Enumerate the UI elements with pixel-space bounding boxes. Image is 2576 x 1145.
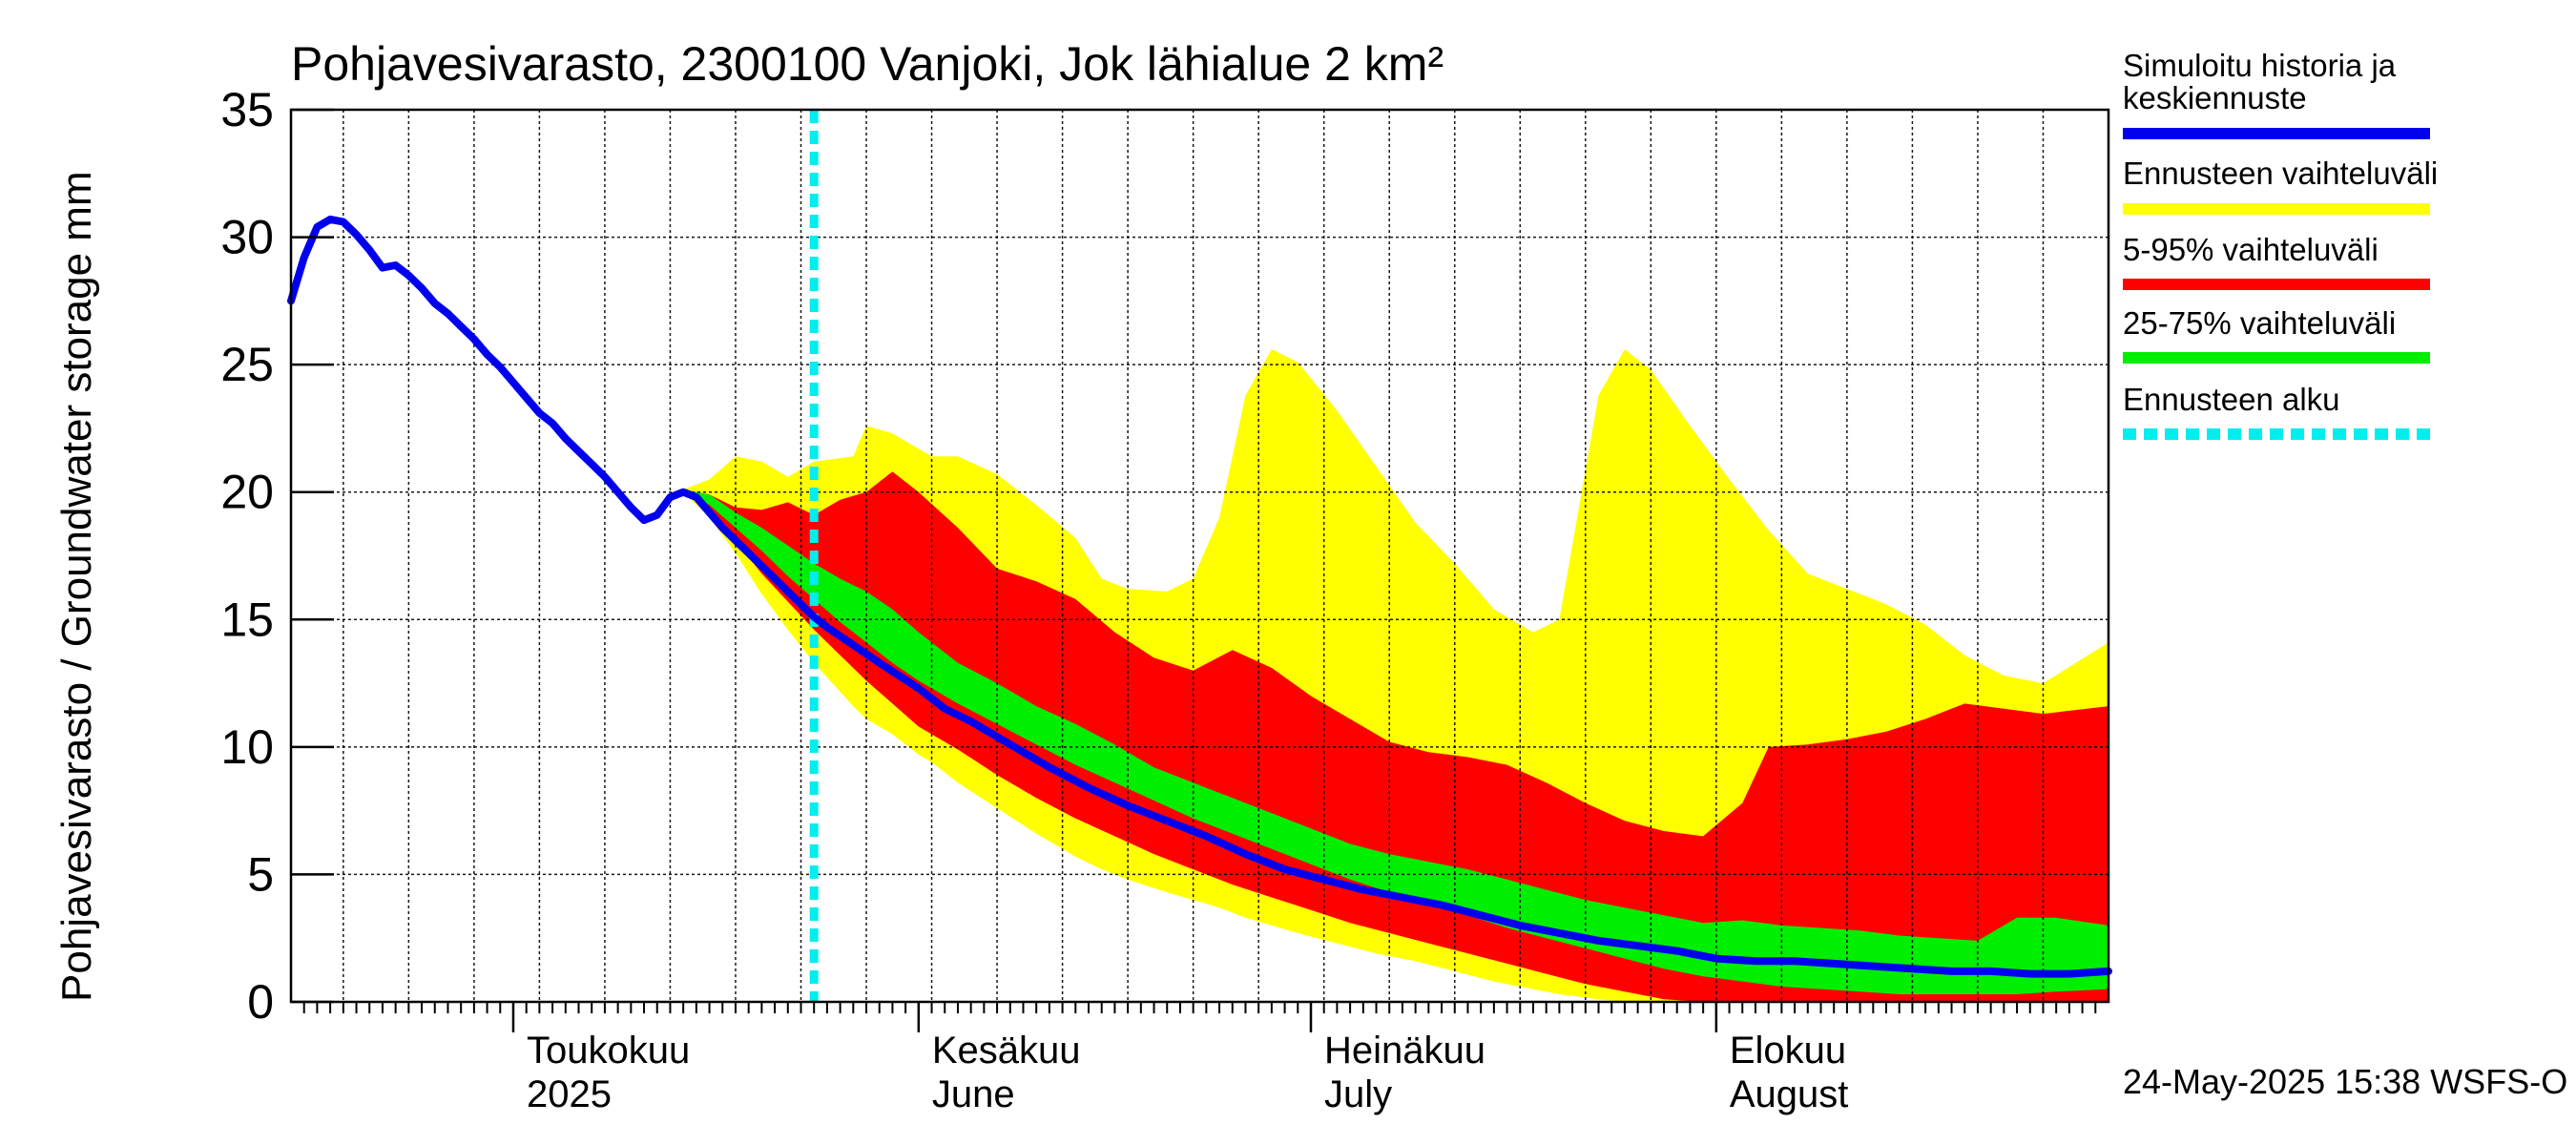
y-tick-label: 35 [220,83,274,136]
x-month-label: Toukokuu [527,1030,690,1072]
y-tick-label: 0 [247,975,274,1029]
band-5-95-vaihteluv-li [683,471,2109,1002]
x-month-label-sub: July [1324,1073,1392,1115]
x-month-label-sub: 2025 [527,1073,612,1115]
y-tick-label: 5 [247,847,274,901]
y-tick-label: 25 [220,338,274,391]
axes [289,108,2110,1032]
mean-series [287,215,2112,978]
mean-series-line [287,215,2112,978]
chart-title: Pohjavesivarasto, 2300100 Vanjoki, Jok l… [291,37,1444,91]
legend-label: keskiennuste [2123,80,2307,115]
x-month-label-sub: August [1730,1073,1849,1115]
legend-label: 5-95% vaihteluväli [2123,232,2379,267]
legend-label: Ennusteen vaihteluväli [2123,156,2438,191]
y-tick-labels: 0 5 10 15 20 25 30 35 [220,83,274,1029]
x-month-label-sub: June [932,1073,1015,1115]
y-tick-label: 15 [220,593,274,646]
legend-label: Ennusteen alku [2123,382,2340,417]
plot-frame [289,108,2110,1004]
footer-timestamp: 24-May-2025 15:38 WSFS-O [2123,1062,2567,1101]
legend-label: 25-75% vaihteluväli [2123,305,2396,341]
y-axis-label: Pohjavesivarasto / Groundwater storage m… [53,171,100,1002]
y-tick-label: 20 [220,466,274,519]
x-month-label: Elokuu [1730,1030,1846,1072]
y-tick-label: 10 [220,720,274,774]
y-tick-label: 30 [220,211,274,264]
x-month-label: Heinäkuu [1324,1030,1485,1072]
x-month-label: Kesäkuu [932,1030,1081,1072]
legend-label: Simuloitu historia ja [2123,48,2397,83]
